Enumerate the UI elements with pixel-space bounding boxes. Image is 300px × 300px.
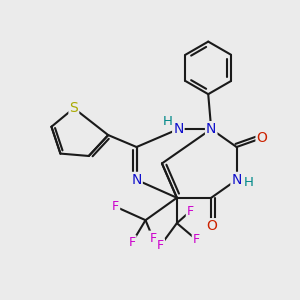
Text: N: N	[173, 122, 184, 136]
Text: O: O	[256, 131, 267, 145]
Text: H: H	[244, 176, 254, 189]
Text: N: N	[206, 122, 216, 136]
Text: F: F	[193, 233, 200, 246]
Text: O: O	[206, 219, 217, 233]
Text: F: F	[128, 236, 136, 249]
Text: H: H	[163, 115, 173, 128]
Text: F: F	[187, 205, 194, 218]
Text: F: F	[149, 232, 157, 244]
Text: N: N	[131, 173, 142, 187]
Text: F: F	[157, 239, 164, 252]
Text: S: S	[70, 101, 78, 115]
Text: N: N	[231, 173, 242, 187]
Text: F: F	[112, 200, 119, 213]
